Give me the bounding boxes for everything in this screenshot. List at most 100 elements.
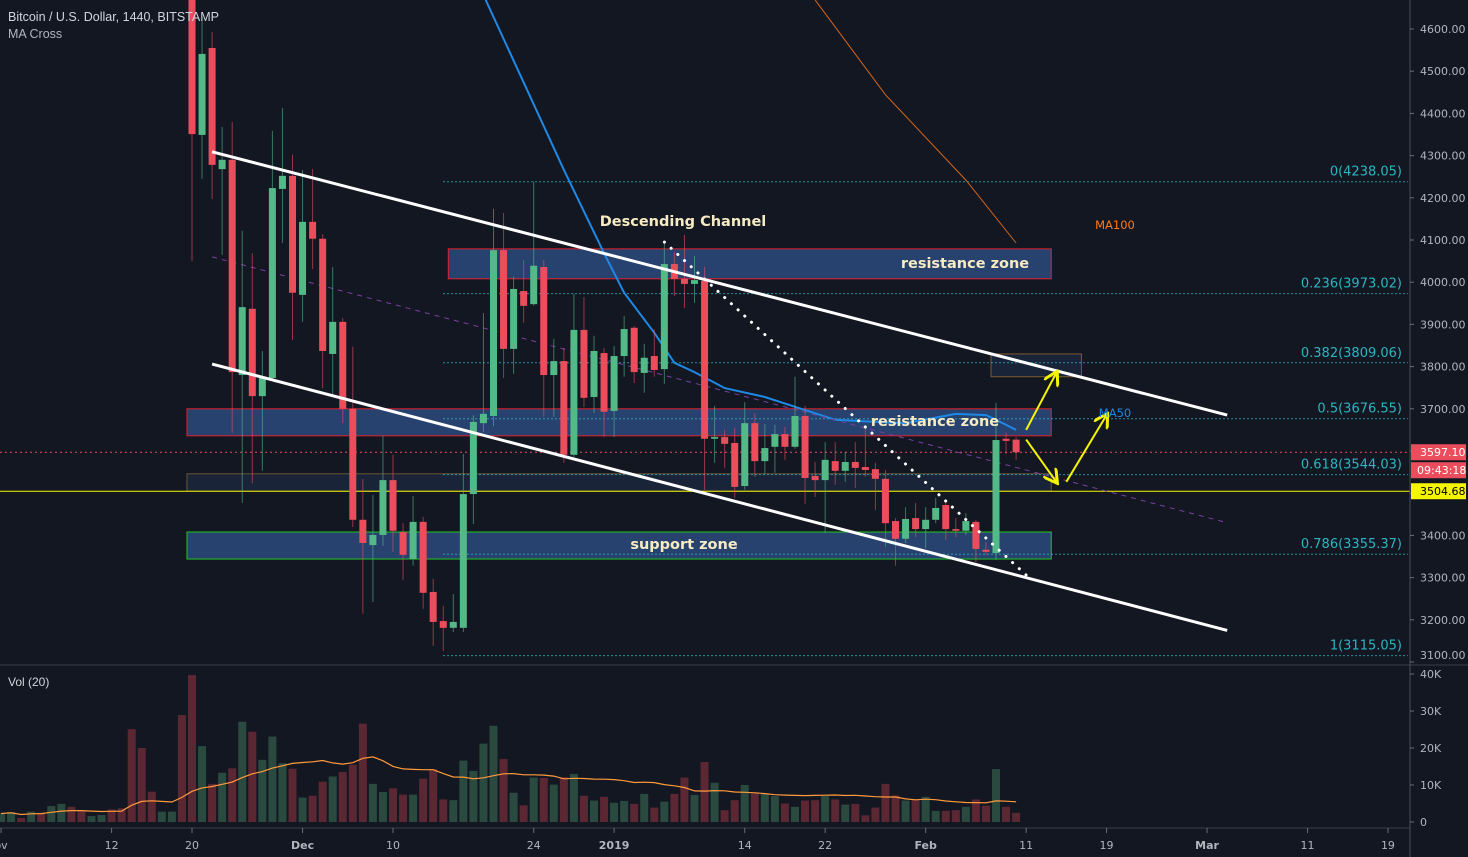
candle-body bbox=[309, 221, 317, 239]
fib-level-label: 0(4238.05) bbox=[1330, 165, 1402, 180]
volume-bar bbox=[97, 814, 106, 822]
volume-bar bbox=[107, 809, 116, 822]
price-tick-label: 3300.00 bbox=[1420, 572, 1466, 585]
time-tick-label: 11 bbox=[1019, 839, 1033, 852]
volume-bar bbox=[87, 816, 96, 822]
volume-bar bbox=[891, 795, 900, 822]
volume-tick-label: 30K bbox=[1420, 705, 1442, 718]
volume-ma-line bbox=[0, 756, 1017, 816]
candle-body bbox=[871, 469, 879, 479]
volume-bar bbox=[881, 783, 890, 822]
volume-bar bbox=[137, 748, 146, 822]
volume-bar bbox=[419, 778, 428, 822]
volume-bar bbox=[549, 784, 558, 822]
arrow-annotation bbox=[1065, 415, 1106, 483]
volume-bar bbox=[770, 796, 779, 822]
price-tick-label: 3400.00 bbox=[1420, 529, 1466, 542]
candle-body bbox=[329, 321, 337, 354]
volume-bar bbox=[308, 795, 317, 822]
candle-body bbox=[570, 329, 578, 455]
volume-bar bbox=[780, 803, 789, 822]
candle-body bbox=[610, 356, 618, 411]
volume-bar bbox=[760, 793, 769, 822]
candle-body bbox=[660, 264, 668, 370]
volume-tick-label: 0 bbox=[1420, 816, 1427, 829]
candle-body bbox=[349, 408, 357, 520]
volume-bar bbox=[971, 799, 980, 822]
candle-body bbox=[771, 434, 779, 447]
volume-bar bbox=[57, 803, 66, 822]
volume-tick-label: 20K bbox=[1420, 742, 1442, 755]
last-price-value: 3597.10 bbox=[1420, 446, 1466, 459]
volume-bar bbox=[188, 675, 196, 822]
candle-body bbox=[630, 327, 638, 373]
volume-tick-label: 40K bbox=[1420, 668, 1442, 681]
candle-body bbox=[479, 413, 487, 424]
candle-body bbox=[711, 437, 719, 439]
candle-body bbox=[449, 621, 457, 628]
candle-body bbox=[831, 461, 839, 471]
candle-body bbox=[701, 280, 709, 439]
fib-level-label: 0.786(3355.37) bbox=[1301, 537, 1402, 552]
candle-body bbox=[932, 507, 940, 520]
volume-bar bbox=[358, 723, 367, 822]
channel-upper-line bbox=[211, 150, 1228, 417]
candle-body bbox=[761, 448, 769, 462]
volume-bar bbox=[318, 781, 327, 822]
volume-bar bbox=[610, 802, 619, 822]
candle-body bbox=[268, 188, 276, 378]
volume-bar bbox=[228, 768, 237, 822]
volume-bar bbox=[590, 800, 598, 822]
time-tick-label: 19 bbox=[1381, 839, 1395, 852]
candle-body bbox=[208, 47, 216, 165]
candle-body bbox=[942, 505, 950, 530]
candle-body bbox=[238, 307, 246, 376]
time-tick-label: 24 bbox=[527, 839, 541, 852]
volume-bar bbox=[670, 793, 679, 822]
candle-body bbox=[972, 521, 980, 549]
candle-body bbox=[731, 442, 739, 487]
candle-body bbox=[409, 521, 417, 560]
volume-bar bbox=[791, 806, 799, 822]
candle-body bbox=[600, 353, 608, 412]
candle-body bbox=[982, 549, 990, 552]
candle-body bbox=[691, 280, 698, 284]
volume-bar bbox=[389, 788, 397, 822]
volume-bar bbox=[519, 805, 528, 822]
candle-body bbox=[922, 519, 930, 530]
volume-bar bbox=[1002, 806, 1011, 822]
candle-body bbox=[1012, 439, 1020, 453]
volume-bar bbox=[871, 807, 880, 822]
candle-body bbox=[248, 308, 256, 397]
ma50-line bbox=[484, 0, 1017, 431]
volume-bar bbox=[992, 769, 1000, 822]
candle-body bbox=[962, 521, 970, 531]
volume-bar bbox=[579, 795, 588, 822]
candle-body bbox=[339, 321, 347, 409]
zone-rect bbox=[186, 473, 1052, 492]
volume-tick-label: 10K bbox=[1420, 779, 1442, 792]
volume-bar bbox=[278, 763, 287, 822]
zone-label: support zone bbox=[630, 537, 738, 553]
candle-body bbox=[399, 532, 407, 555]
price-tick-label: 4600.00 bbox=[1420, 23, 1466, 36]
volume-legend: Vol (20) bbox=[8, 675, 50, 689]
volume-bar bbox=[640, 793, 649, 822]
candle-body bbox=[379, 480, 387, 535]
volume-bar bbox=[499, 759, 508, 822]
price-tick-label: 4100.00 bbox=[1420, 234, 1466, 247]
price-tick-label: 4000.00 bbox=[1420, 276, 1466, 289]
candle-body bbox=[781, 434, 789, 447]
volume-bar bbox=[529, 777, 538, 822]
price-tick-label: 3800.00 bbox=[1420, 361, 1466, 374]
volume-bar bbox=[700, 762, 709, 822]
volume-bar bbox=[409, 794, 418, 822]
volume-bar bbox=[620, 800, 629, 822]
volume-bar bbox=[469, 770, 478, 822]
volume-bar bbox=[127, 729, 136, 822]
candle-body bbox=[1002, 438, 1010, 441]
volume-bar bbox=[750, 793, 759, 822]
volume-bar bbox=[539, 777, 548, 822]
symbol-title: Bitcoin / U.S. Dollar, 1440, BITSTAMP bbox=[8, 10, 219, 24]
